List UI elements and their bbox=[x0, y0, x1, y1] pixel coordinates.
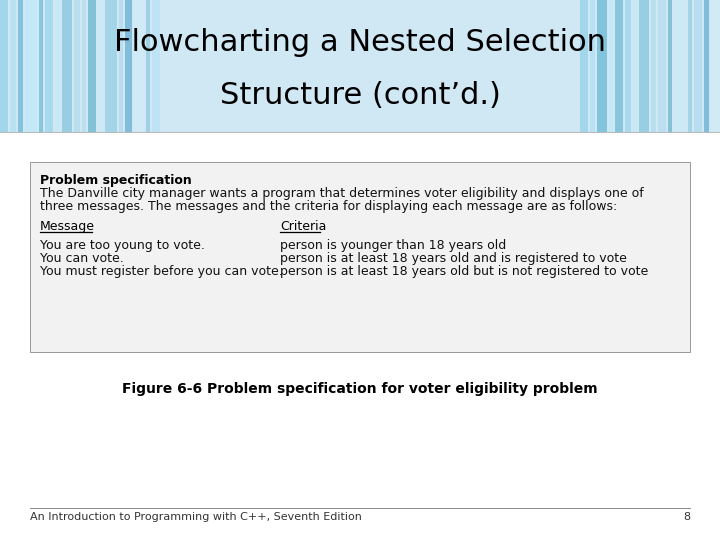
Bar bbox=[146, 0, 150, 132]
Bar bbox=[18, 0, 23, 132]
Bar bbox=[688, 0, 692, 132]
Text: The Danville city manager wants a program that determines voter eligibility and : The Danville city manager wants a progra… bbox=[40, 187, 644, 200]
Text: person is younger than 18 years old: person is younger than 18 years old bbox=[280, 239, 506, 252]
Bar bbox=[88, 0, 96, 132]
FancyBboxPatch shape bbox=[30, 162, 690, 352]
Bar bbox=[62, 0, 72, 132]
Bar bbox=[711, 0, 720, 132]
Bar bbox=[597, 0, 607, 132]
Bar bbox=[674, 0, 686, 132]
Text: You are too young to vote.: You are too young to vote. bbox=[40, 239, 205, 252]
Bar bbox=[704, 0, 709, 132]
Bar bbox=[651, 0, 656, 132]
Bar bbox=[633, 0, 637, 132]
Bar bbox=[152, 0, 160, 132]
Text: three messages. The messages and the criteria for displaying each message are as: three messages. The messages and the cri… bbox=[40, 200, 617, 213]
Bar bbox=[119, 0, 123, 132]
Text: You must register before you can vote.: You must register before you can vote. bbox=[40, 265, 283, 278]
Bar bbox=[668, 0, 672, 132]
Bar bbox=[134, 0, 144, 132]
Bar bbox=[125, 0, 132, 132]
Bar bbox=[694, 0, 702, 132]
Text: Structure (cont’d.): Structure (cont’d.) bbox=[220, 80, 500, 110]
Text: You can vote.: You can vote. bbox=[40, 252, 124, 265]
Bar bbox=[615, 0, 623, 132]
Bar bbox=[98, 0, 103, 132]
Bar bbox=[590, 0, 595, 132]
Text: person is at least 18 years old and is registered to vote: person is at least 18 years old and is r… bbox=[280, 252, 627, 265]
Text: Figure 6-6 Problem specification for voter eligibility problem: Figure 6-6 Problem specification for vot… bbox=[122, 382, 598, 396]
Text: Message: Message bbox=[40, 220, 95, 233]
Bar bbox=[658, 0, 666, 132]
Bar bbox=[82, 0, 86, 132]
Text: Flowcharting a Nested Selection: Flowcharting a Nested Selection bbox=[114, 28, 606, 57]
Bar bbox=[639, 0, 649, 132]
Bar bbox=[105, 0, 117, 132]
Bar bbox=[55, 0, 60, 132]
Bar bbox=[74, 0, 80, 132]
Text: 8: 8 bbox=[683, 512, 690, 522]
Bar bbox=[25, 0, 37, 132]
Bar bbox=[39, 0, 43, 132]
Text: Criteria: Criteria bbox=[280, 220, 326, 233]
Bar bbox=[10, 0, 16, 132]
Bar bbox=[609, 0, 613, 132]
Bar bbox=[0, 0, 8, 132]
Text: person is at least 18 years old but is not registered to vote: person is at least 18 years old but is n… bbox=[280, 265, 648, 278]
Bar bbox=[45, 0, 53, 132]
Bar bbox=[580, 0, 588, 132]
Text: An Introduction to Programming with C++, Seventh Edition: An Introduction to Programming with C++,… bbox=[30, 512, 362, 522]
Text: Problem specification: Problem specification bbox=[40, 174, 192, 187]
Bar bbox=[625, 0, 631, 132]
Bar bbox=[0, 0, 720, 132]
